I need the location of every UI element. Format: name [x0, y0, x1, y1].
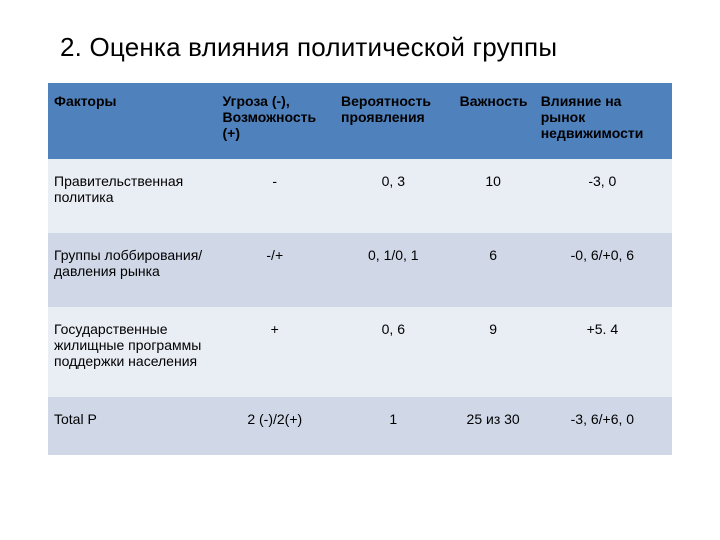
cell-factor: Правительственная политика [48, 159, 216, 233]
col-header-prob: Вероятность проявления [335, 83, 454, 159]
cell-importance: 9 [454, 307, 535, 397]
cell-prob: 0, 6 [335, 307, 454, 397]
cell-factor: Total P [48, 397, 216, 455]
slide-title: 2. Оценка влияния политической группы [60, 32, 672, 63]
cell-influence: -3, 0 [535, 159, 672, 233]
cell-importance: 25 из 30 [454, 397, 535, 455]
table-row: Правительственная политика - 0, 3 10 -3,… [48, 159, 672, 233]
cell-prob: 0, 3 [335, 159, 454, 233]
table-row: Total P 2 (-)/2(+) 1 25 из 30 -3, 6/+6, … [48, 397, 672, 455]
assessment-table: Факторы Угроза (-), Возможность (+) Веро… [48, 83, 672, 455]
cell-prob: 1 [335, 397, 454, 455]
col-header-threat: Угроза (-), Возможность (+) [216, 83, 335, 159]
cell-influence: +5. 4 [535, 307, 672, 397]
cell-influence: -0, 6/+0, 6 [535, 233, 672, 307]
cell-threat: -/+ [216, 233, 335, 307]
cell-prob: 0, 1/0, 1 [335, 233, 454, 307]
col-header-influence: Влияние на рынок недвижимости [535, 83, 672, 159]
cell-influence: -3, 6/+6, 0 [535, 397, 672, 455]
cell-factor: Государственные жилищные программы подде… [48, 307, 216, 397]
table-row: Группы лоббирования/давления рынка -/+ 0… [48, 233, 672, 307]
col-header-factor: Факторы [48, 83, 216, 159]
cell-importance: 6 [454, 233, 535, 307]
table-row: Государственные жилищные программы подде… [48, 307, 672, 397]
cell-threat: 2 (-)/2(+) [216, 397, 335, 455]
cell-importance: 10 [454, 159, 535, 233]
cell-threat: - [216, 159, 335, 233]
table-header-row: Факторы Угроза (-), Возможность (+) Веро… [48, 83, 672, 159]
cell-threat: + [216, 307, 335, 397]
col-header-importance: Важность [454, 83, 535, 159]
cell-factor: Группы лоббирования/давления рынка [48, 233, 216, 307]
